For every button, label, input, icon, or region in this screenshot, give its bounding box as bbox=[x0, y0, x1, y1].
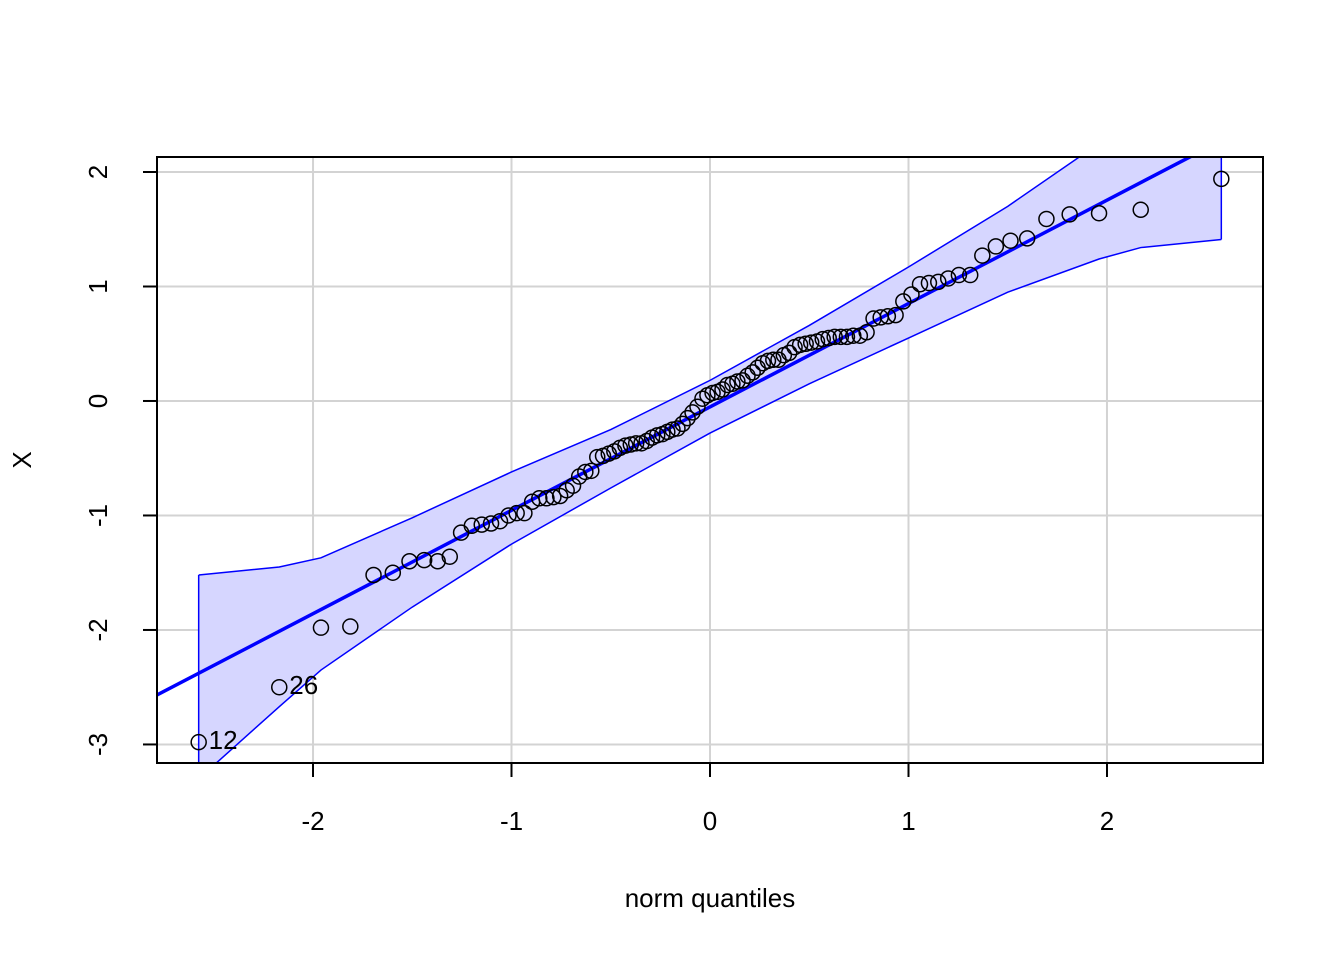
point bbox=[500, 507, 517, 524]
point bbox=[780, 344, 798, 362]
point bbox=[491, 512, 509, 530]
x-tick-label: 1 bbox=[901, 806, 915, 836]
point bbox=[1018, 230, 1036, 247]
point bbox=[190, 733, 207, 751]
band-edge bbox=[198, 157, 1081, 576]
point bbox=[802, 334, 820, 351]
point bbox=[617, 437, 634, 454]
y-tick-label: 2 bbox=[83, 165, 113, 179]
point bbox=[589, 448, 606, 466]
x-axis-label: norm quantiles bbox=[625, 883, 796, 913]
point bbox=[384, 564, 402, 581]
point bbox=[415, 551, 433, 569]
point bbox=[1090, 204, 1108, 222]
point bbox=[538, 490, 555, 507]
y-tick-label: -1 bbox=[83, 504, 113, 527]
point bbox=[838, 328, 856, 346]
point bbox=[679, 409, 696, 427]
point bbox=[820, 329, 837, 347]
point bbox=[694, 390, 711, 407]
point bbox=[739, 367, 756, 385]
point bbox=[531, 490, 548, 507]
point bbox=[516, 504, 533, 522]
point bbox=[365, 566, 382, 584]
point bbox=[564, 477, 582, 494]
point bbox=[312, 619, 330, 636]
point bbox=[939, 270, 957, 287]
point bbox=[826, 328, 843, 346]
y-axis-label: X bbox=[7, 451, 37, 468]
y-tick-label: -2 bbox=[83, 618, 113, 641]
point bbox=[765, 351, 782, 369]
point bbox=[920, 274, 938, 292]
point bbox=[508, 504, 525, 522]
point bbox=[689, 398, 706, 415]
point bbox=[342, 618, 359, 635]
y-tick-label: 1 bbox=[83, 279, 113, 293]
point bbox=[674, 415, 691, 433]
point bbox=[845, 327, 862, 344]
point bbox=[911, 275, 929, 293]
point bbox=[744, 364, 761, 381]
point bbox=[1002, 232, 1019, 249]
point bbox=[974, 247, 991, 264]
x-tick-label: -1 bbox=[500, 806, 523, 836]
plot-frame bbox=[156, 156, 1264, 764]
point bbox=[429, 553, 446, 570]
point bbox=[271, 678, 288, 696]
x-tick-label: -2 bbox=[301, 806, 324, 836]
point bbox=[669, 420, 686, 437]
point bbox=[714, 381, 731, 398]
y-tick-label: 0 bbox=[83, 394, 113, 408]
point bbox=[832, 328, 850, 346]
point bbox=[463, 517, 481, 535]
point bbox=[627, 435, 645, 452]
point bbox=[482, 515, 500, 532]
point bbox=[1213, 170, 1230, 188]
point bbox=[759, 352, 777, 370]
point bbox=[441, 548, 459, 565]
point bbox=[930, 273, 947, 291]
point bbox=[961, 266, 979, 284]
point bbox=[1038, 210, 1055, 228]
point bbox=[545, 488, 562, 506]
point bbox=[791, 336, 809, 354]
point bbox=[638, 432, 655, 450]
point bbox=[684, 404, 701, 421]
y-tick-label: -3 bbox=[83, 733, 113, 756]
x-tick-label: 0 bbox=[703, 806, 717, 836]
point bbox=[473, 516, 490, 533]
point bbox=[797, 335, 814, 352]
confidence-band bbox=[198, 157, 1222, 763]
reference-line bbox=[157, 157, 1194, 697]
point bbox=[887, 306, 904, 324]
point bbox=[1061, 206, 1078, 223]
point bbox=[987, 238, 1005, 255]
point bbox=[583, 462, 600, 480]
point bbox=[814, 330, 831, 348]
point bbox=[950, 266, 968, 284]
band-edge bbox=[215, 238, 1222, 763]
point bbox=[734, 372, 751, 389]
point bbox=[577, 463, 594, 481]
annotation: 26 bbox=[289, 670, 318, 700]
x-tick-label: 2 bbox=[1100, 806, 1114, 836]
point bbox=[1132, 201, 1149, 219]
annotation: 12 bbox=[209, 725, 238, 755]
point bbox=[903, 286, 920, 303]
point bbox=[622, 436, 640, 453]
point bbox=[879, 308, 897, 325]
point bbox=[858, 324, 875, 341]
plot-area bbox=[157, 157, 1223, 763]
